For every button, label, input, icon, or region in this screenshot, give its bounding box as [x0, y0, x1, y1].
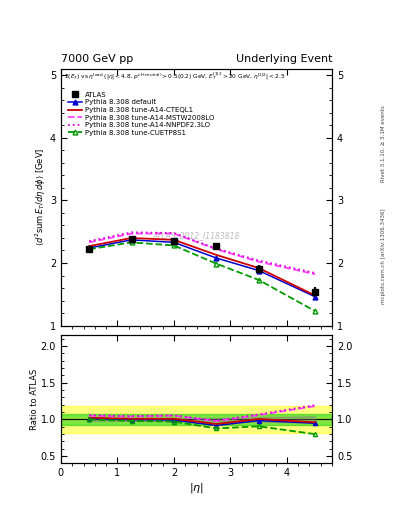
Pythia 8.308 tune-CUETP8S1 [87, 246, 92, 252]
Pythia 8.308 tune-A14-MSTW2008LO [87, 239, 92, 245]
Pythia 8.308 tune-A14-MSTW2008LO [256, 259, 261, 265]
Pythia 8.308 default [256, 267, 261, 273]
Line: Pythia 8.308 tune-CUETP8S1: Pythia 8.308 tune-CUETP8S1 [87, 240, 318, 313]
Y-axis label: $\langle d^2\mathrm{sum}\,E_T/d\eta\,d\phi\rangle$ [GeV]: $\langle d^2\mathrm{sum}\,E_T/d\eta\,d\p… [34, 148, 48, 246]
Text: Underlying Event: Underlying Event [235, 54, 332, 64]
Pythia 8.308 tune-CUETP8S1 [313, 308, 318, 314]
Bar [61, 406, 332, 433]
Line: Pythia 8.308 default: Pythia 8.308 default [87, 238, 318, 299]
Pythia 8.308 tune-CUETP8S1 [129, 239, 134, 245]
Pythia 8.308 default [313, 294, 318, 300]
Pythia 8.308 tune-A14-CTEQL1 [313, 292, 318, 298]
Line: Pythia 8.308 tune-A14-CTEQL1: Pythia 8.308 tune-A14-CTEQL1 [89, 238, 315, 295]
Pythia 8.308 tune-A14-NNPDF2.3LO [87, 238, 92, 244]
Text: 7000 GeV pp: 7000 GeV pp [61, 54, 133, 64]
Bar [61, 414, 332, 425]
Text: mcplots.cern.ch [arXiv:1306.3436]: mcplots.cern.ch [arXiv:1306.3436] [381, 208, 386, 304]
Pythia 8.308 tune-A14-NNPDF2.3LO [171, 230, 176, 236]
Pythia 8.308 tune-CUETP8S1 [256, 277, 261, 283]
Pythia 8.308 tune-A14-MSTW2008LO [313, 271, 318, 278]
Text: $\Sigma(E_T)$ vs $\eta^{\rm lead}$ ($|\eta| < 4.8$, $p^{\rm ch(neutral)} > 0.5(0: $\Sigma(E_T)$ vs $\eta^{\rm lead}$ ($|\e… [64, 71, 285, 82]
Pythia 8.308 tune-A14-MSTW2008LO [171, 230, 176, 237]
Pythia 8.308 tune-A14-MSTW2008LO [129, 230, 134, 237]
Pythia 8.308 tune-A14-CTEQL1 [87, 243, 92, 249]
Pythia 8.308 default [87, 245, 92, 251]
Pythia 8.308 tune-CUETP8S1 [214, 261, 219, 267]
Y-axis label: Ratio to ATLAS: Ratio to ATLAS [30, 369, 39, 430]
Pythia 8.308 tune-A14-NNPDF2.3LO [256, 258, 261, 264]
Pythia 8.308 tune-A14-CTEQL1 [256, 265, 261, 271]
Pythia 8.308 tune-A14-CTEQL1 [129, 235, 134, 241]
Line: Pythia 8.308 tune-A14-MSTW2008LO: Pythia 8.308 tune-A14-MSTW2008LO [89, 233, 315, 274]
Text: ATLAS_2012_I1183818: ATLAS_2012_I1183818 [153, 231, 240, 240]
Pythia 8.308 tune-A14-NNPDF2.3LO [214, 246, 219, 252]
Line: Pythia 8.308 tune-A14-NNPDF2.3LO: Pythia 8.308 tune-A14-NNPDF2.3LO [89, 232, 315, 273]
Text: Rivet 3.1.10, ≥ 3.1M events: Rivet 3.1.10, ≥ 3.1M events [381, 105, 386, 182]
Pythia 8.308 tune-A14-NNPDF2.3LO [129, 229, 134, 236]
X-axis label: $|\eta|$: $|\eta|$ [189, 481, 204, 495]
Pythia 8.308 tune-A14-CTEQL1 [214, 252, 219, 258]
Legend: ATLAS, Pythia 8.308 default, Pythia 8.308 tune-A14-CTEQL1, Pythia 8.308 tune-A14: ATLAS, Pythia 8.308 default, Pythia 8.30… [67, 91, 216, 137]
Pythia 8.308 tune-A14-NNPDF2.3LO [313, 270, 318, 276]
Pythia 8.308 tune-CUETP8S1 [171, 242, 176, 248]
Pythia 8.308 tune-A14-CTEQL1 [171, 237, 176, 243]
Pythia 8.308 default [214, 255, 219, 261]
Pythia 8.308 default [129, 237, 134, 243]
Pythia 8.308 tune-A14-MSTW2008LO [214, 246, 219, 252]
Pythia 8.308 default [171, 239, 176, 245]
